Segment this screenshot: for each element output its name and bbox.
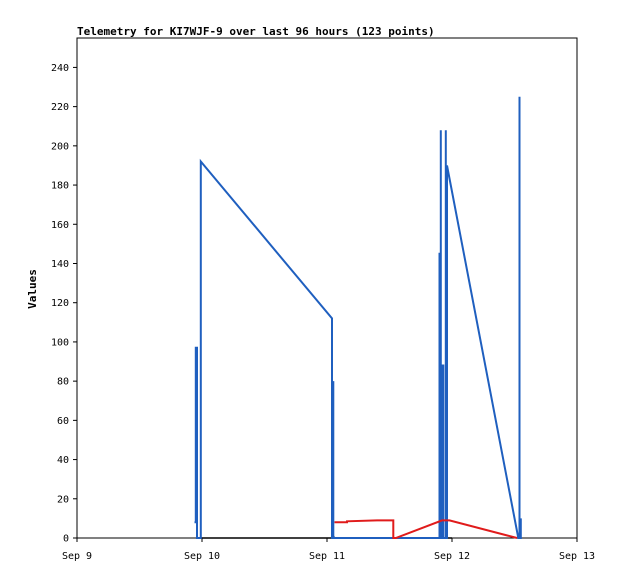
- series-line-3: [334, 519, 518, 539]
- y-tick-label: 140: [51, 259, 69, 270]
- y-tick-label: 120: [51, 298, 69, 309]
- y-tick-label: 160: [51, 220, 69, 231]
- series-line-2: [194, 96, 522, 539]
- x-tick-label: Sep 13: [559, 551, 595, 562]
- y-tick-label: 200: [51, 141, 69, 152]
- x-tick-label: Sep 12: [434, 551, 470, 562]
- y-tick-label: 20: [57, 494, 69, 505]
- y-tick-label: 240: [51, 63, 69, 74]
- y-tick-label: 0: [63, 534, 69, 545]
- y-axis-label: Values: [26, 269, 39, 309]
- x-tick-label: Sep 11: [309, 551, 345, 562]
- y-tick-label: 220: [51, 102, 69, 113]
- chart-title: Telemetry for KI7WJF-9 over last 96 hour…: [77, 25, 435, 38]
- series-layer: [194, 96, 522, 539]
- x-axis-ticks: Sep 9 Sep 10 Sep 11 Sep 12 Sep 13: [62, 538, 595, 562]
- x-tick-label: Sep 9: [62, 551, 92, 562]
- x-tick-label: Sep 10: [184, 551, 220, 562]
- y-tick-label: 80: [57, 377, 69, 388]
- y-tick-label: 60: [57, 416, 69, 427]
- y-tick-label: 180: [51, 181, 69, 192]
- plot-frame: [76, 37, 578, 539]
- y-axis-ticks: 0 20 40 60 80 100 120 140 160 180 200 220 240: [51, 63, 77, 545]
- y-tick-label: 40: [57, 455, 69, 466]
- y-tick-label: 100: [51, 337, 69, 348]
